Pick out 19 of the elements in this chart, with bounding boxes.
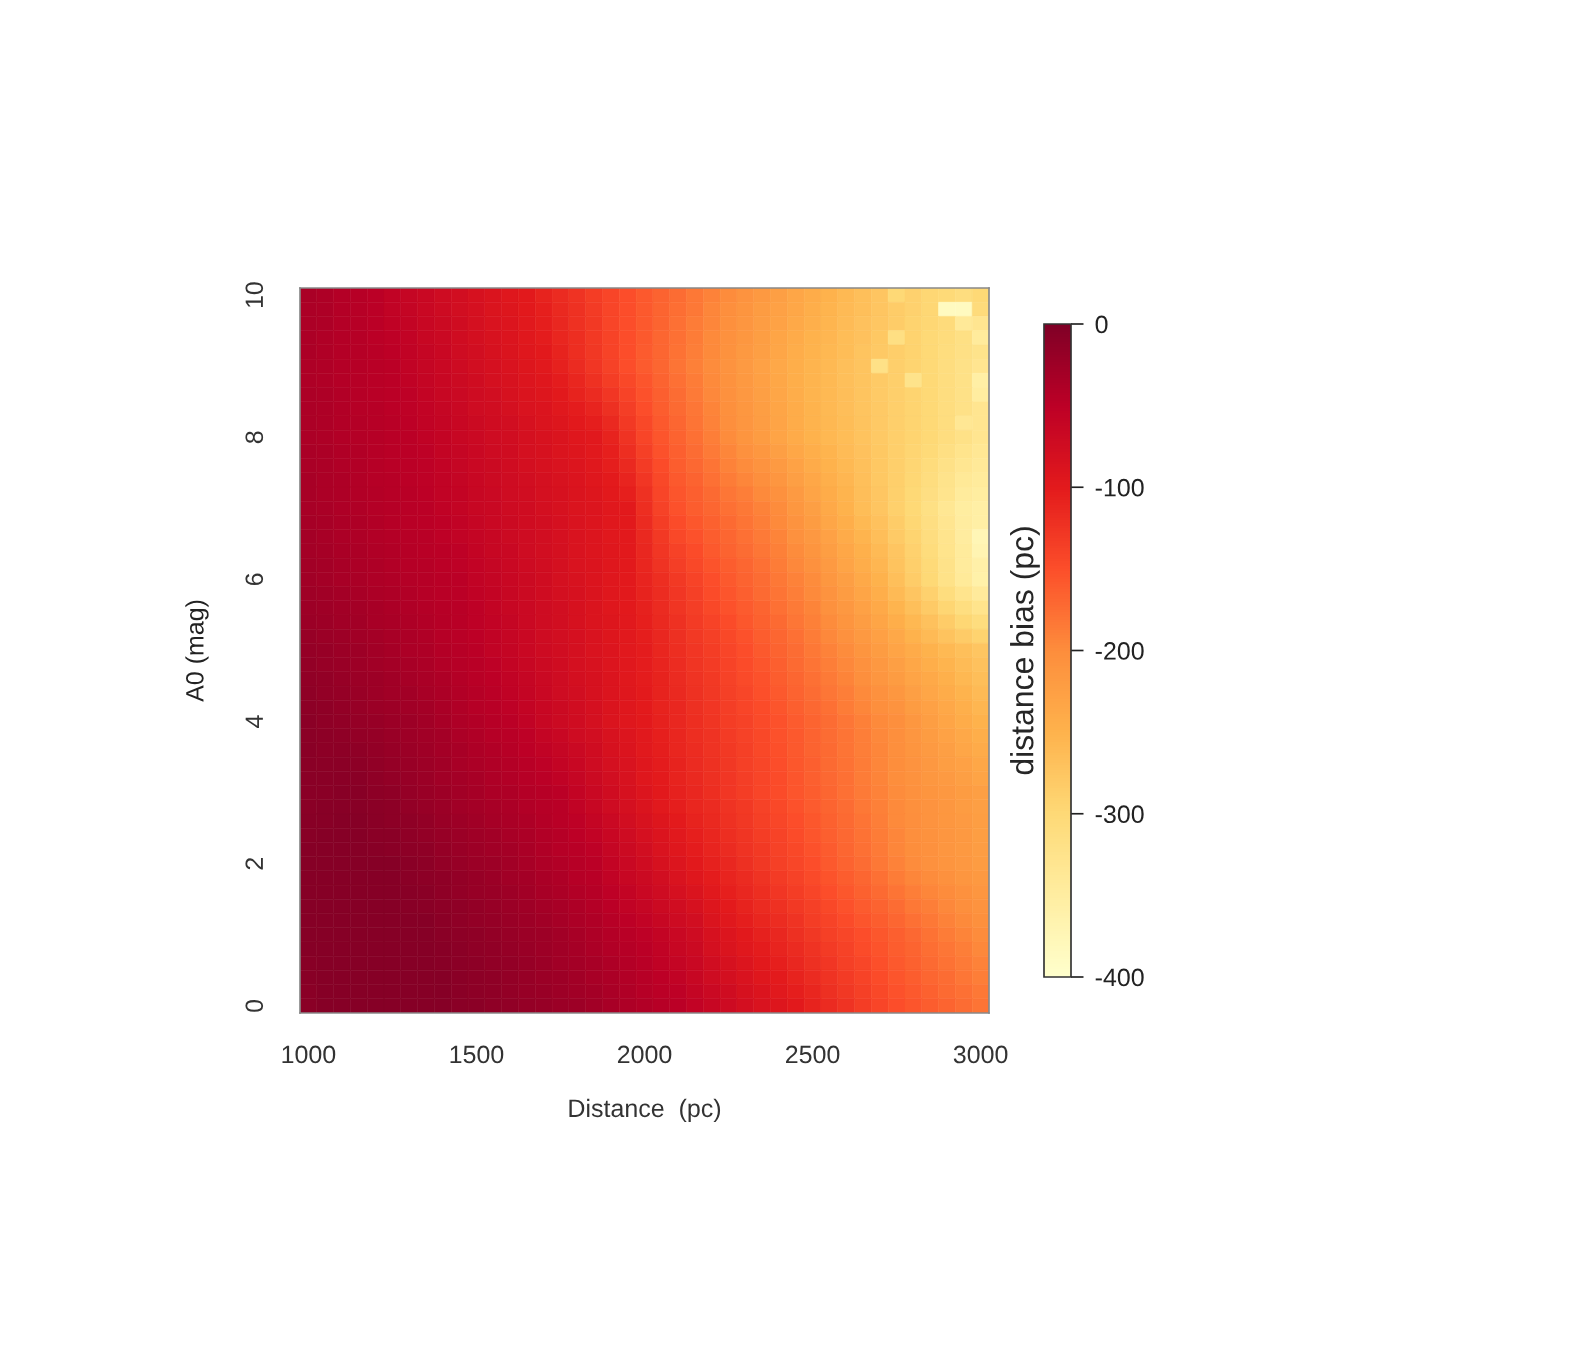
- color-bar-label: 0: [1095, 315, 1108, 334]
- y-tick-label: 0: [245, 999, 264, 1012]
- y-tick-label: 10: [245, 282, 264, 308]
- y-axis-title: A0 (mag): [185, 600, 209, 702]
- color-bar-label: -400: [1095, 968, 1144, 987]
- x-tick-label: 1000: [282, 1045, 336, 1064]
- color-bar-label: -300: [1095, 805, 1144, 824]
- color-bar-label: -200: [1095, 642, 1144, 660]
- y-tick-label: 6: [245, 573, 264, 586]
- x-tick-label: 3000: [953, 1045, 1008, 1064]
- x-axis-title: Distance (pc): [569, 1098, 721, 1123]
- color-bar-title: distance bias (pc): [1010, 527, 1040, 775]
- y-tick-label: 4: [245, 715, 263, 728]
- y-tick-label: 2: [245, 858, 263, 870]
- x-tick-label: 2000: [617, 1045, 672, 1064]
- color-bar-label: -100: [1095, 478, 1144, 497]
- x-tick-label: 2500: [786, 1045, 840, 1064]
- y-tick-label: 8: [245, 431, 264, 444]
- x-tick-label: 1500: [450, 1045, 504, 1064]
